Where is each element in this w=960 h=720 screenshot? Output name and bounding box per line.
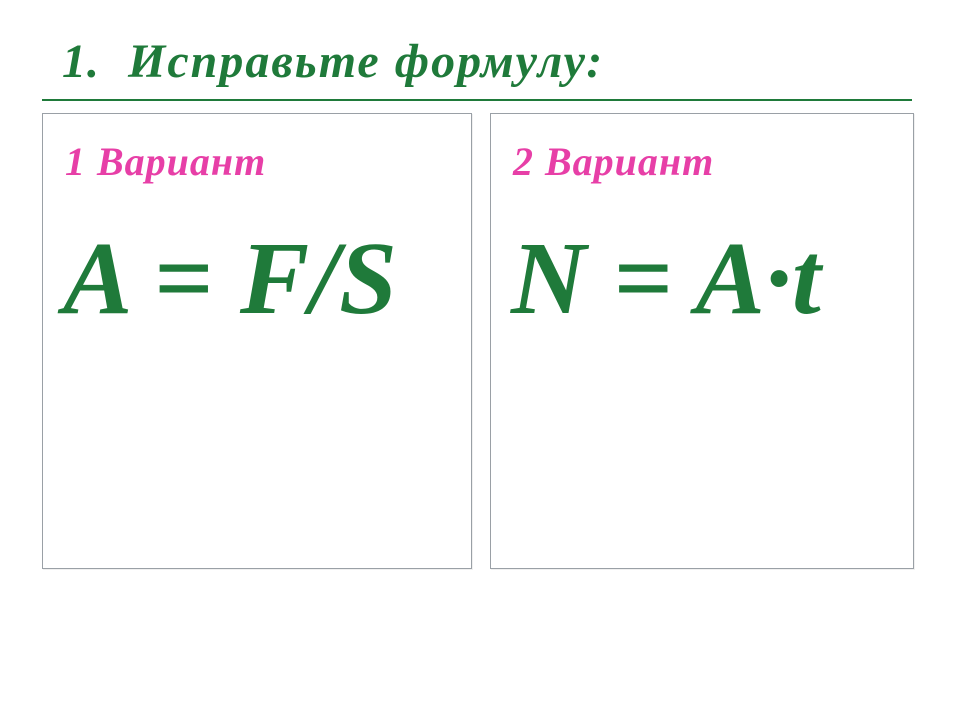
variant-2-label: 2 Вариант: [511, 138, 895, 185]
variant-1-panel: 1 Вариант A = F/S: [42, 113, 472, 569]
variant-2-formula: N = A·t: [511, 227, 895, 331]
title-number: 1.: [62, 34, 100, 89]
title-row: 1. Исправьте формулу:: [42, 34, 918, 89]
variant-1-label: 1 Вариант: [63, 138, 453, 185]
title-underline: [42, 99, 912, 101]
variant-2-panel: 2 Вариант N = A·t: [490, 113, 914, 569]
panel-container: 1 Вариант A = F/S 2 Вариант N = A·t: [42, 113, 918, 569]
variant-1-formula: A = F/S: [63, 227, 453, 331]
slide: 1. Исправьте формулу: 1 Вариант A = F/S …: [0, 0, 960, 720]
title-text: Исправьте формулу:: [128, 34, 604, 89]
